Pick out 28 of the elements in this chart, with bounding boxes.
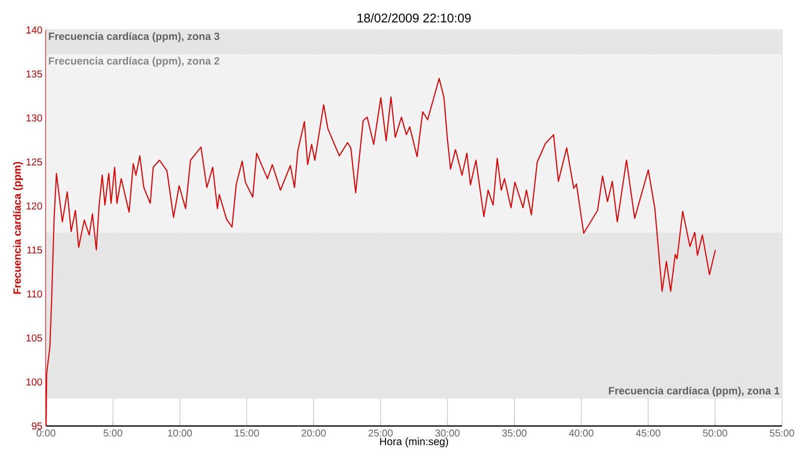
x-tick-label: 45:00: [636, 430, 660, 437]
x-tick-label: 15:00: [234, 430, 259, 437]
band-label: Frecuencia cardíaca (ppm), zona 2: [48, 56, 220, 67]
y-axis-title: Frecuencia cardíaca (ppm): [13, 162, 23, 294]
y-tick-label: 105: [26, 334, 42, 342]
y-tick-label: 100: [26, 378, 42, 386]
x-tick-label: 20:00: [302, 430, 326, 437]
band-label: Frecuencia cardíaca (ppm), zona 1: [608, 386, 780, 397]
band-label: Frecuencia cardíaca (ppm), zona 3: [48, 32, 220, 42]
y-tick-label: 95: [32, 422, 42, 430]
x-tick-label: 40:00: [569, 430, 594, 437]
y-tick-label: 110: [27, 290, 42, 298]
y-tick-label: 125: [26, 158, 42, 166]
x-tick-label: 25:00: [368, 430, 393, 437]
x-tick-label: 0:00: [36, 430, 56, 437]
x-tick-label: 55:00: [770, 430, 794, 437]
x-axis-title: Hora (min:seg): [380, 437, 448, 448]
y-tick-label: 135: [26, 70, 42, 78]
x-tick-label: 50:00: [702, 430, 728, 437]
x-tick-label: 10:00: [168, 430, 192, 437]
y-tick-label: 130: [26, 114, 42, 122]
y-tick-label: 120: [26, 202, 42, 210]
x-tick-label: 35:00: [502, 430, 526, 437]
y-tick-label: 140: [26, 26, 42, 34]
y-tick-label: 115: [27, 246, 42, 254]
chart-title: 18/02/2009 22:10:09: [358, 13, 471, 22]
x-tick-label: 5:00: [104, 430, 122, 437]
x-tick-label: 30:00: [435, 430, 460, 437]
